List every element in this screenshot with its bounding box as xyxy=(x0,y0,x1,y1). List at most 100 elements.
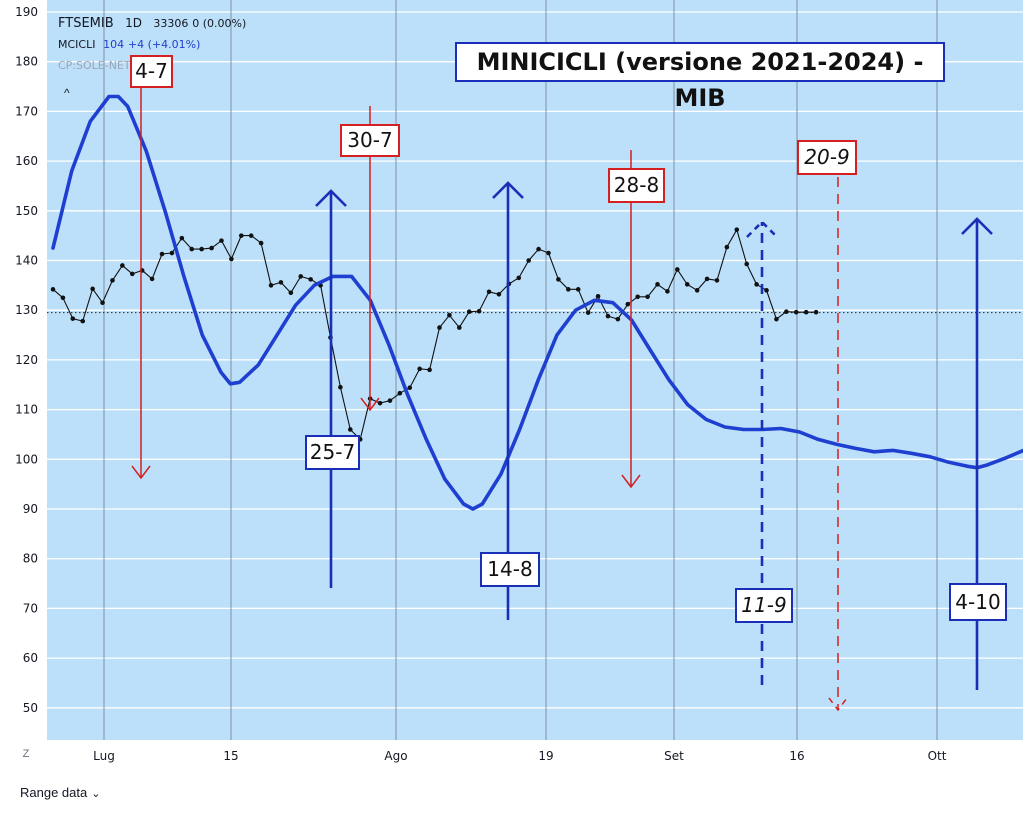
price-point xyxy=(526,258,531,263)
cycle-label-4-10: 4-10 xyxy=(949,583,1007,621)
cycle-line xyxy=(51,94,1023,511)
price-point xyxy=(238,233,244,238)
chart-svg[interactable]: 5060708090100110120130140150160170180190… xyxy=(0,0,1023,770)
price-point xyxy=(219,238,224,243)
price-point xyxy=(675,267,680,272)
range-data-label: Range data xyxy=(20,785,88,800)
price-point xyxy=(665,289,670,294)
cycle-label-11-9: 11-9 xyxy=(735,588,793,623)
legend-indicator-name[interactable]: MCICLI xyxy=(58,38,96,51)
price-point xyxy=(199,246,204,252)
y-axis-gutter xyxy=(0,0,47,740)
price-point xyxy=(169,250,175,256)
price-point xyxy=(189,246,195,252)
price-point xyxy=(486,289,492,295)
y-tick-label: 60 xyxy=(23,651,38,665)
price-point xyxy=(793,309,799,315)
price-point xyxy=(774,316,779,322)
price-point xyxy=(298,274,304,279)
price-point xyxy=(714,278,720,283)
cycle-label-28-8: 28-8 xyxy=(608,168,665,203)
price-point xyxy=(120,263,125,268)
price-point xyxy=(803,309,809,315)
y-tick-label: 180 xyxy=(15,55,38,69)
legend-symbol[interactable]: FTSEMIB xyxy=(58,16,114,31)
price-point xyxy=(764,288,769,293)
y-tick-label: 80 xyxy=(23,552,38,566)
legend-main-row: FTSEMIB 1D 33306 0 (0.00%) xyxy=(58,13,246,34)
x-tick-label: Set xyxy=(664,749,684,763)
legend-change: 0 (0.00%) xyxy=(192,17,247,30)
price-point xyxy=(704,276,710,282)
price-point xyxy=(159,251,165,257)
price-point xyxy=(258,240,264,246)
plot-background[interactable] xyxy=(47,0,1023,740)
y-tick-label: 190 xyxy=(15,5,38,19)
y-tick-label: 100 xyxy=(15,452,38,466)
legend-interval[interactable]: 1D xyxy=(125,16,142,30)
price-point xyxy=(476,308,482,314)
cycle-arrow-25-7-head xyxy=(315,189,347,207)
price-point xyxy=(615,316,621,322)
y-tick-label: 50 xyxy=(23,701,38,715)
cycle-label-14-8: 14-8 xyxy=(480,552,540,587)
legend-price: 33306 xyxy=(153,17,189,30)
x-tick-label: 16 xyxy=(789,749,804,763)
cycle-arrow-14-8-head xyxy=(492,181,524,199)
cycle-label-30-7: 30-7 xyxy=(340,124,400,157)
price-point xyxy=(585,310,591,315)
x-tick-label: 19 xyxy=(538,749,553,763)
price-point xyxy=(595,293,601,299)
price-point xyxy=(229,256,234,262)
y-tick-label: 150 xyxy=(15,204,38,218)
legend-source: CP:SOLE-NET xyxy=(58,59,131,72)
cycle-arrow-28-8-head xyxy=(621,474,641,489)
range-data-control[interactable]: Range data ⌄ xyxy=(20,785,100,800)
chevron-down-icon: ⌄ xyxy=(91,788,101,800)
price-point xyxy=(605,313,611,319)
price-point xyxy=(684,282,690,287)
cycle-arrow-30-7-head xyxy=(360,397,380,412)
y-tick-label: 70 xyxy=(23,601,38,615)
price-point xyxy=(457,325,462,330)
cycle-label-4-7: 4-7 xyxy=(130,55,173,88)
y-tick-label: 90 xyxy=(23,502,38,516)
price-point xyxy=(278,280,284,285)
price-point xyxy=(625,301,631,307)
price-point xyxy=(447,312,452,318)
cycle-arrow-4-7-head xyxy=(131,465,151,480)
price-point xyxy=(744,261,749,267)
price-point xyxy=(209,245,214,251)
y-tick-label: 110 xyxy=(15,403,38,417)
x-tick-label: Lug xyxy=(93,749,115,763)
price-point xyxy=(80,318,86,324)
legend-indicator-change: +4 (+4.01%) xyxy=(127,38,201,51)
price-point xyxy=(546,250,551,256)
price-point xyxy=(655,282,660,287)
chart-title: MINICICLI (versione 2021-2024) - MIB xyxy=(455,42,945,112)
price-point xyxy=(110,278,115,283)
cycle-label-25-7: 25-7 xyxy=(305,435,360,470)
price-point xyxy=(556,277,561,282)
price-point xyxy=(536,246,541,252)
price-point xyxy=(90,286,95,292)
cycle-label-20-9: 20-9 xyxy=(797,140,857,175)
x-axis-gutter xyxy=(0,740,1023,770)
legend-indicator-row: MCICLI 104 +4 (+4.01%) xyxy=(58,34,246,55)
y-tick-label: 160 xyxy=(15,154,38,168)
z-button[interactable]: Z xyxy=(22,748,30,760)
price-point xyxy=(813,309,819,315)
price-point xyxy=(387,398,393,403)
price-point xyxy=(635,294,640,300)
price-point xyxy=(268,283,274,288)
price-point xyxy=(784,309,789,314)
price-point xyxy=(566,287,571,292)
price-point xyxy=(70,316,76,321)
chevron-up-icon[interactable]: ^ xyxy=(64,86,70,100)
cycle-arrow-11-9-head xyxy=(746,220,778,238)
chart-area[interactable]: 50 60 70 80 90 100 110 120 130 140 150 160 170 180 190… xyxy=(0,0,1023,770)
price-point xyxy=(179,235,185,241)
y-tick-label: 170 xyxy=(15,104,38,118)
y-tick-label: 120 xyxy=(15,353,38,367)
price-point xyxy=(516,275,522,281)
